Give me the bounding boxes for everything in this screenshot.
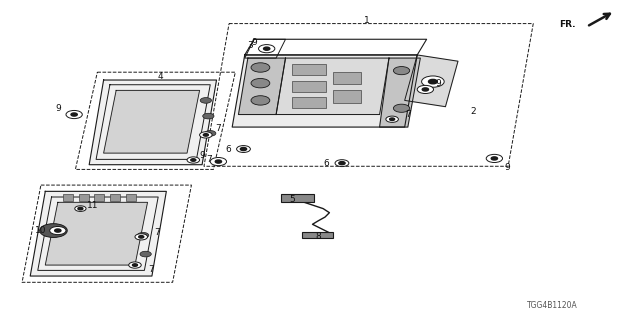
Bar (79, 194, 88, 201)
Bar (292, 81, 326, 92)
Text: 9: 9 (200, 151, 205, 160)
Circle shape (394, 67, 410, 75)
Circle shape (138, 232, 148, 238)
Circle shape (54, 229, 61, 232)
Polygon shape (104, 90, 200, 153)
Circle shape (264, 47, 270, 50)
Text: 7: 7 (216, 124, 221, 133)
Circle shape (139, 236, 144, 238)
Circle shape (386, 116, 398, 122)
Bar (125, 194, 136, 201)
Circle shape (251, 63, 270, 72)
Circle shape (486, 154, 502, 163)
Text: 3: 3 (247, 41, 253, 50)
Text: 10: 10 (35, 226, 46, 235)
Circle shape (335, 160, 349, 167)
Bar (333, 90, 361, 103)
Circle shape (200, 132, 212, 138)
Text: 11: 11 (87, 201, 99, 210)
Circle shape (429, 79, 437, 84)
Circle shape (394, 104, 410, 112)
Text: 9: 9 (504, 163, 510, 172)
Circle shape (71, 113, 77, 116)
Polygon shape (89, 80, 216, 165)
Polygon shape (380, 58, 420, 127)
Circle shape (40, 224, 67, 237)
Circle shape (132, 264, 138, 266)
Circle shape (129, 262, 141, 268)
Text: 1: 1 (364, 16, 370, 25)
Text: 7: 7 (206, 156, 212, 164)
Polygon shape (239, 58, 285, 115)
Circle shape (140, 251, 151, 257)
Text: 8: 8 (316, 232, 322, 241)
Circle shape (422, 88, 429, 91)
Circle shape (492, 157, 497, 160)
Circle shape (78, 207, 83, 210)
Text: FR.: FR. (559, 20, 576, 29)
Circle shape (422, 76, 444, 87)
Circle shape (204, 134, 209, 136)
Circle shape (187, 157, 200, 163)
Text: 9: 9 (435, 79, 441, 88)
Circle shape (259, 44, 275, 53)
Bar (303, 231, 333, 238)
Text: 2: 2 (471, 107, 476, 116)
Bar (94, 194, 104, 201)
Text: 5: 5 (289, 195, 294, 204)
Text: 7: 7 (405, 110, 411, 119)
Bar (333, 72, 361, 84)
Polygon shape (404, 55, 458, 107)
Text: 7: 7 (154, 228, 160, 236)
Circle shape (50, 227, 66, 235)
Circle shape (241, 148, 246, 151)
Bar (281, 194, 314, 202)
Text: 9: 9 (56, 104, 61, 113)
Text: 6: 6 (225, 145, 230, 154)
Bar (292, 64, 326, 75)
Circle shape (135, 234, 148, 240)
Circle shape (417, 85, 433, 93)
Circle shape (251, 96, 270, 105)
Circle shape (210, 157, 227, 166)
Bar (63, 194, 73, 201)
Circle shape (75, 206, 86, 212)
Circle shape (66, 110, 83, 119)
Circle shape (215, 160, 221, 163)
Circle shape (200, 98, 211, 103)
Circle shape (251, 78, 270, 88)
Polygon shape (276, 58, 389, 115)
Bar (292, 97, 326, 108)
Polygon shape (232, 55, 417, 127)
Circle shape (390, 118, 395, 121)
Circle shape (191, 159, 196, 161)
Text: 4: 4 (157, 72, 163, 81)
Circle shape (205, 131, 216, 136)
Circle shape (203, 113, 214, 119)
Text: 6: 6 (323, 159, 329, 168)
Polygon shape (45, 202, 148, 265)
Circle shape (237, 146, 250, 152)
Text: TGG4B1120A: TGG4B1120A (527, 301, 577, 310)
Bar (110, 194, 120, 201)
Circle shape (339, 162, 345, 165)
Text: 7: 7 (148, 265, 154, 274)
Text: 9: 9 (252, 38, 257, 47)
Polygon shape (30, 191, 166, 276)
